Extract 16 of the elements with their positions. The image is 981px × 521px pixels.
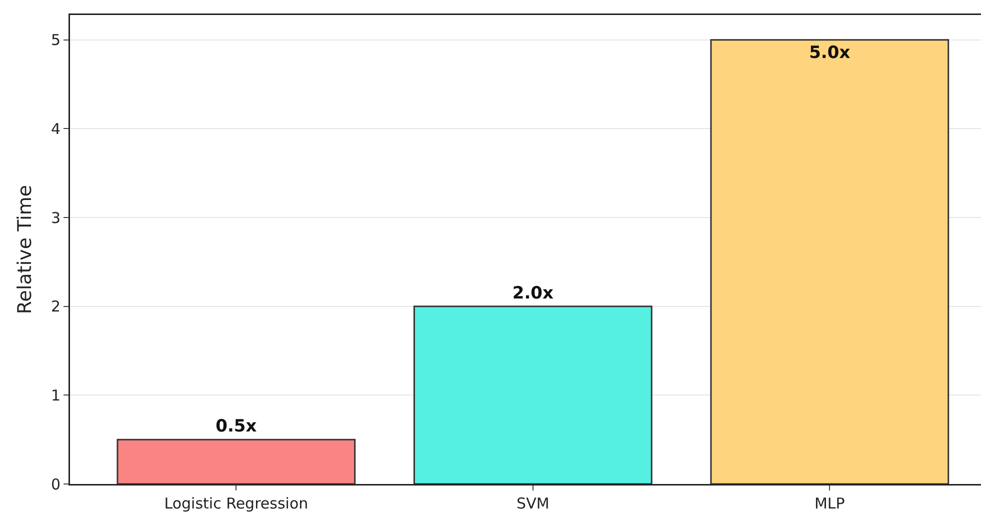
data-label: 2.0x: [512, 283, 554, 304]
y-tick-label: 0: [50, 475, 60, 494]
y-tick-label: 4: [50, 120, 60, 138]
x-tick-label: MLP: [814, 494, 845, 512]
y-tick-label: 2: [50, 298, 60, 316]
y-tick-label: 3: [50, 208, 60, 227]
y-axis-title: Relative Time: [14, 184, 36, 314]
x-tick-label: Logistic Regression: [164, 494, 308, 512]
bar: [710, 39, 950, 484]
data-label: 0.5x: [216, 416, 257, 437]
data-label: 5.0x: [809, 42, 850, 63]
x-tick-label: SVM: [516, 494, 550, 512]
bar: [116, 438, 356, 484]
y-tick-label: 5: [50, 31, 60, 50]
y-tick-label: 1: [50, 386, 60, 404]
bar: [413, 306, 652, 484]
